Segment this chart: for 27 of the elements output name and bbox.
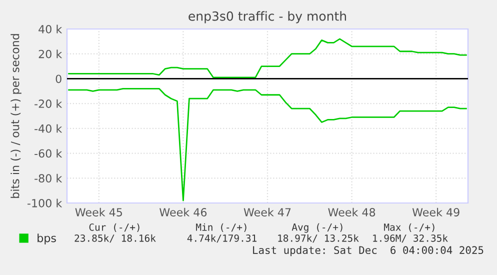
x-tick-label: Week 46 <box>160 208 207 216</box>
y-tick-label: 20 k <box>38 50 62 58</box>
chart-title: enp3s0 traffic - by month <box>188 11 346 24</box>
y-tick-label: -60 k <box>34 149 62 158</box>
text: 23.85k/ 18.16k <box>74 234 156 243</box>
x-tick-label: Week 48 <box>328 208 376 216</box>
y-tick-label: -40 k <box>34 124 62 133</box>
y-tick-label: 40 k <box>38 24 62 34</box>
text: 4.74k/179.31 <box>187 234 256 243</box>
line-series <box>68 38 467 78</box>
y-tick-label: 0 <box>56 74 62 84</box>
y-tick-label: -80 k <box>34 174 62 183</box>
legend-label: bps <box>38 234 56 244</box>
y-tick-label: -20 k <box>34 99 62 108</box>
x-tick-label: Week 45 <box>75 208 122 216</box>
x-tick-label: Week 49 <box>412 208 460 216</box>
line-series <box>68 88 467 202</box>
y-tick-label: -100 k <box>28 198 62 208</box>
text: Min (-/+) <box>196 223 246 232</box>
y-axis-title: bits in (-) / out (+) per second <box>10 34 22 198</box>
text: Last update: Sat Dec 6 04:00:04 2025 <box>253 246 484 256</box>
text: 18.97k/ 13.25k <box>278 234 359 243</box>
text: 1.96M/ 32.35k <box>373 234 448 243</box>
x-tick-label: Week 47 <box>244 208 291 216</box>
text: Cur (-/+) <box>89 223 140 232</box>
text: Avg (-/+) <box>292 223 342 233</box>
text: Max (-/+) <box>384 223 434 232</box>
